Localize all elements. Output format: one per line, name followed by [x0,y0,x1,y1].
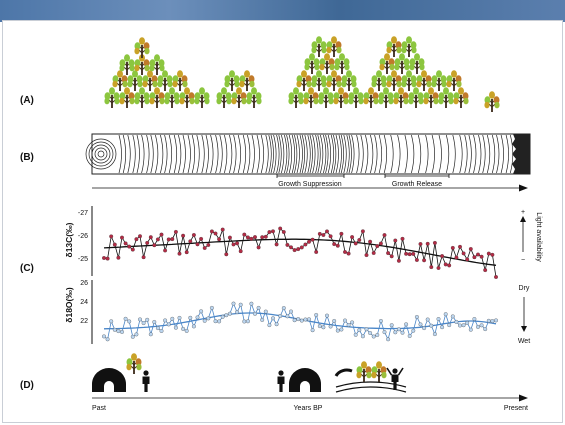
tree-icon [347,86,365,109]
oxygen-isotope-chart: 26 24 22 δ18O(‰) Dry Wet [64,280,530,345]
carbon-isotope-chart: -27 -26 -25 δ13C(‰) + − Light availabili… [64,206,542,279]
forest-illustration [103,35,501,113]
bark-edge [512,134,530,174]
label-d: (D) [20,380,34,391]
tree-icon [407,86,425,109]
occupation-scene [92,352,407,393]
autumn-tree-icon [148,86,166,109]
person-icon [142,370,150,392]
tree-ring-icon [85,134,514,174]
dry-label: Dry [519,285,530,292]
time-arrow-top [92,184,528,192]
growth-release-label: Growth Release [392,181,442,188]
person-icon [277,370,285,392]
label-a: (A) [20,95,34,106]
wet-label: Wet [518,338,530,345]
oxygen-series [102,301,498,342]
carbon-tick-2: -26 [78,233,88,240]
oxygen-tick-1: 26 [80,280,88,287]
time-past: Past [92,405,106,412]
tree-icon [377,86,395,109]
igloo-icon [289,368,321,392]
autumn-tree-icon [125,352,143,375]
oxygen-ylabel: δ18O(‰) [64,287,74,323]
tree-icon [103,86,121,109]
autumn-tree-icon [422,86,440,109]
autumn-tree-icon [332,86,350,109]
tree-icon [245,86,263,109]
tree-icon [163,86,181,109]
tree-icon [287,86,305,109]
oxygen-tick-2: 24 [80,299,88,306]
autumn-tree-icon [118,86,136,109]
autumn-tree-icon [362,86,380,109]
label-b: (B) [20,152,34,163]
tree-ring-strip: Growth Suppression Growth Release [85,133,531,188]
label-c: (C) [20,263,34,274]
autumn-tree-icon [133,36,151,59]
tree-icon [437,86,455,109]
light-minus: − [521,257,525,264]
autumn-tree-icon [392,86,410,109]
carbon-ylabel: δ13C(‰) [64,222,74,257]
light-plus: + [521,209,525,216]
igloo-icon [92,368,126,392]
carbon-tick-3: -25 [78,256,88,263]
time-years-bp: Years BP [294,405,323,412]
tree-icon [193,86,211,109]
light-availability-label: Light availability [535,212,542,262]
time-present: Present [504,405,528,412]
autumn-tree-icon [178,86,196,109]
autumn-tree-icon [355,360,373,383]
autumn-tree-icon [302,86,320,109]
autumn-tree-icon [483,90,501,113]
raised-arms-person-icon [386,367,404,390]
tree-icon [215,86,233,109]
bridge-icon [334,368,353,377]
carbon-series [102,226,498,279]
tree-icon [317,86,335,109]
tree-icon [133,86,151,109]
carbon-tick-1: -27 [78,210,88,217]
autumn-tree-icon [370,360,388,383]
oxygen-tick-3: 22 [80,318,88,325]
growth-suppression-label: Growth Suppression [278,181,342,188]
autumn-tree-icon [452,86,470,109]
header-band [0,0,565,22]
time-axis-bottom: Past Years BP Present [92,394,528,412]
autumn-tree-icon [230,86,248,109]
figure-panel [2,20,563,423]
